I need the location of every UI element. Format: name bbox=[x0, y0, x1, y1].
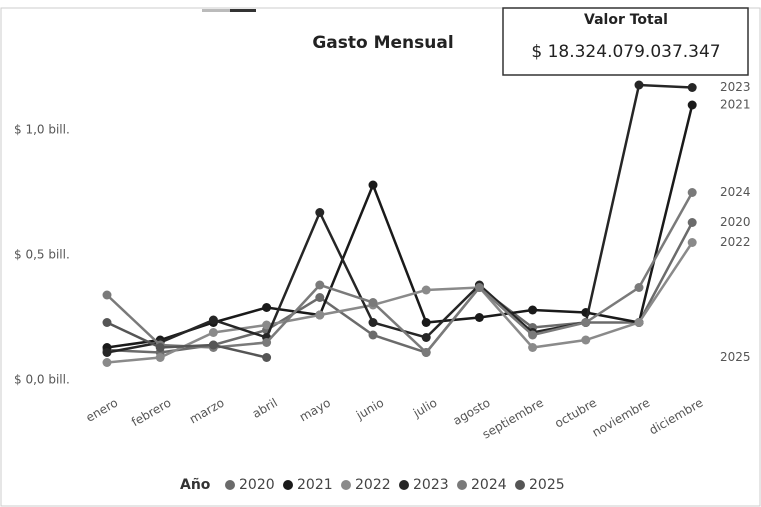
point bbox=[421, 348, 431, 357]
legend-label: 2022 bbox=[355, 477, 391, 493]
card bbox=[502, 7, 749, 76]
point bbox=[368, 180, 378, 190]
legend-swatch bbox=[457, 480, 467, 490]
legend-swatch bbox=[341, 480, 351, 490]
series-line bbox=[106, 104, 694, 349]
point bbox=[102, 358, 112, 367]
point bbox=[421, 285, 431, 295]
point bbox=[155, 343, 165, 352]
series-line bbox=[106, 191, 694, 355]
frame bbox=[0, 7, 761, 507]
series-line bbox=[106, 241, 694, 364]
legend-swatch bbox=[225, 480, 235, 490]
point bbox=[155, 353, 165, 362]
point bbox=[528, 343, 538, 352]
point bbox=[474, 313, 484, 322]
point bbox=[528, 305, 538, 315]
card-value: $ 18.324.079.037.347 bbox=[531, 42, 720, 62]
point bbox=[368, 318, 378, 327]
legend-swatch bbox=[515, 480, 525, 490]
point bbox=[687, 238, 697, 247]
series-end-label: 2023 bbox=[720, 80, 751, 94]
legend-label: 2025 bbox=[529, 477, 565, 493]
legend-label: 2023 bbox=[413, 477, 449, 493]
handle bbox=[202, 9, 230, 12]
legend-title: Año bbox=[180, 477, 211, 493]
point bbox=[581, 318, 591, 327]
point bbox=[687, 83, 697, 92]
point bbox=[262, 303, 272, 312]
card-title: Valor Total bbox=[584, 12, 668, 28]
point bbox=[102, 290, 112, 300]
series-end-label: 2021 bbox=[720, 98, 751, 112]
legend-label: 2021 bbox=[297, 477, 333, 493]
point bbox=[262, 338, 272, 347]
legend-swatch bbox=[283, 480, 293, 490]
point bbox=[421, 333, 431, 342]
point bbox=[634, 80, 644, 90]
point bbox=[421, 318, 431, 327]
series-end-label: 2025 bbox=[720, 350, 751, 364]
point bbox=[687, 100, 697, 110]
point bbox=[368, 330, 378, 340]
chart-title: Gasto Mensual bbox=[312, 33, 453, 53]
y-tick-label: $ 0,5 bill. bbox=[14, 248, 70, 262]
point bbox=[687, 218, 697, 227]
y-tick-label: $ 0,0 bill. bbox=[14, 373, 70, 387]
point bbox=[102, 318, 112, 327]
series-end-label: 2020 bbox=[720, 215, 751, 229]
legend-label: 2024 bbox=[471, 477, 507, 493]
point bbox=[262, 353, 272, 362]
series-end-label: 2022 bbox=[720, 235, 751, 249]
point bbox=[687, 188, 697, 197]
point bbox=[315, 293, 325, 302]
point bbox=[528, 330, 538, 340]
point bbox=[208, 340, 218, 350]
point bbox=[634, 318, 644, 327]
point bbox=[315, 208, 325, 217]
point bbox=[581, 335, 591, 345]
y-tick-label: $ 1,0 bill. bbox=[14, 123, 70, 137]
point bbox=[208, 315, 218, 325]
point bbox=[262, 320, 272, 330]
point bbox=[315, 310, 325, 320]
point bbox=[634, 283, 644, 292]
handle bbox=[230, 9, 256, 12]
series-end-label: 2024 bbox=[720, 185, 751, 199]
legend-swatch bbox=[399, 480, 409, 490]
point bbox=[474, 283, 484, 292]
point bbox=[315, 280, 325, 290]
point bbox=[368, 298, 378, 307]
point bbox=[102, 348, 112, 357]
legend-label: 2020 bbox=[239, 477, 275, 493]
series-line bbox=[106, 83, 693, 354]
series-line bbox=[106, 321, 267, 359]
point bbox=[208, 328, 218, 337]
